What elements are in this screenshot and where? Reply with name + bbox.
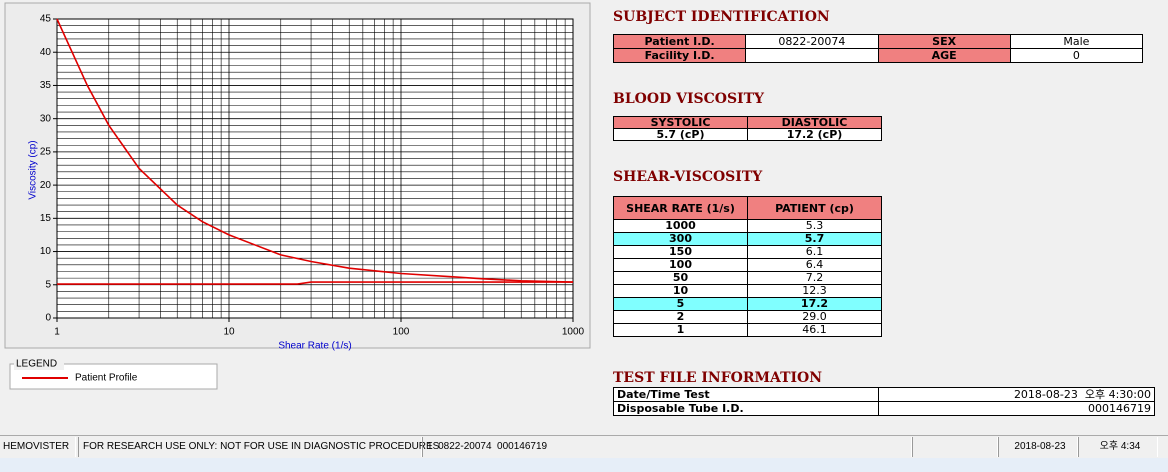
- cell: 1000: [613, 219, 748, 233]
- cell: 17.2: [747, 297, 882, 311]
- cell: 6.1: [747, 245, 882, 259]
- y-tick-label: 40: [40, 47, 52, 58]
- cell: 50: [613, 271, 748, 285]
- cell: 6.4: [747, 258, 882, 272]
- cell: 29.0: [747, 310, 882, 324]
- status-cell: [912, 437, 998, 457]
- cell: Patient I.D.: [612, 34, 747, 49]
- cell: 17.2 (cP): [747, 128, 882, 141]
- cell: 5.7 (cP): [613, 128, 748, 141]
- status-cell: FOR RESEARCH USE ONLY: NOT FOR USE IN DI…: [78, 437, 439, 457]
- section-title: SHEAR-VISCOSITY: [613, 169, 763, 185]
- cell: 10: [613, 284, 748, 298]
- cell: 1: [613, 323, 748, 337]
- shear-table: SHEAR RATE (1/s) PATIENT (cp) 1000 5.3 300 5…: [613, 196, 882, 337]
- cell: Male: [1009, 34, 1144, 49]
- footer-strip: [0, 458, 1168, 472]
- cell: 46.1: [747, 323, 882, 337]
- cell: SHEAR RATE (1/s): [613, 196, 748, 220]
- x-tick-label: 100: [393, 327, 410, 338]
- y-tick-label: 0: [45, 313, 51, 324]
- section-title: SUBJECT IDENTIFICATION: [613, 9, 830, 25]
- cell: SYSTOLIC: [613, 116, 748, 129]
- status-cell: HEMOVISTER: [0, 437, 76, 457]
- cell: 0822-20074: [745, 34, 879, 49]
- cell: 5: [613, 297, 748, 311]
- status-bar: [0, 435, 1168, 459]
- test-table: Date/Time Test 2018-08-23 오후 4:30:00 Disp…: [612, 387, 1155, 416]
- grid: [56, 18, 574, 319]
- data-line: [56, 18, 574, 283]
- y-tick-label: 35: [40, 80, 52, 91]
- section-title: BLOOD VISCOSITY: [613, 91, 765, 107]
- x-tick-label: 1000: [562, 327, 585, 338]
- cell: 12.3: [747, 284, 882, 298]
- cell: [745, 48, 879, 63]
- x-tick-label: 1: [54, 327, 60, 338]
- y-axis-label: Viscosity (cp): [28, 140, 39, 199]
- y-tick-label: 25: [40, 147, 52, 158]
- cell: 100: [613, 258, 748, 272]
- cell: 5.3: [747, 219, 882, 233]
- status-cell: 오후 4:34: [1078, 437, 1158, 457]
- y-tick-label: 20: [40, 180, 52, 191]
- plot-area: [56, 18, 574, 319]
- cell: Date/Time Test: [612, 387, 880, 402]
- cell: Disposable Tube I.D.: [612, 401, 880, 416]
- y-tick-label: 30: [40, 113, 52, 124]
- cell: PATIENT (cp): [747, 196, 882, 220]
- cell: 2: [613, 310, 748, 324]
- cell: 2018-08-23 오후 4:30:00: [878, 387, 1155, 402]
- y-tick-label: 5: [45, 279, 51, 290]
- cell: 7.2: [747, 271, 882, 285]
- blood-table: SYSTOLIC DIASTOLIC 5.7 (cP) 17.2 (cP): [613, 116, 882, 141]
- section-title: TEST FILE INFORMATION: [613, 370, 823, 386]
- y-tick-label: 45: [40, 14, 52, 25]
- legend-label: Patient Profile: [75, 373, 138, 384]
- y-tick-label: 10: [40, 246, 52, 257]
- x-axis-label: Shear Rate (1/s): [278, 341, 351, 352]
- cell: DIASTOLIC: [747, 116, 882, 129]
- subject-table: Patient I.D. 0822-20074 SEX Male Facility I…: [612, 34, 1144, 63]
- cell: AGE: [877, 48, 1011, 63]
- cell: 000146719: [878, 401, 1155, 416]
- status-cell: 2018-08-23: [998, 437, 1078, 457]
- legend-title-bg: [14, 358, 64, 370]
- chart: Shear Rate (1/s) Viscosity (cp) LEGEND 0…: [4, 2, 591, 390]
- cell: 300: [613, 232, 748, 246]
- status-cell: 1 0822-20074 000146719: [422, 437, 912, 457]
- cell: Facility I.D.: [612, 48, 747, 63]
- cell: 5.7: [747, 232, 882, 246]
- x-tick-label: 10: [223, 327, 235, 338]
- y-tick-label: 15: [40, 213, 52, 224]
- legend-title: LEGEND: [16, 359, 57, 370]
- cell: SEX: [877, 34, 1011, 49]
- data-line: [57, 281, 573, 285]
- cell: 0: [1009, 48, 1144, 63]
- cell: 150: [613, 245, 748, 259]
